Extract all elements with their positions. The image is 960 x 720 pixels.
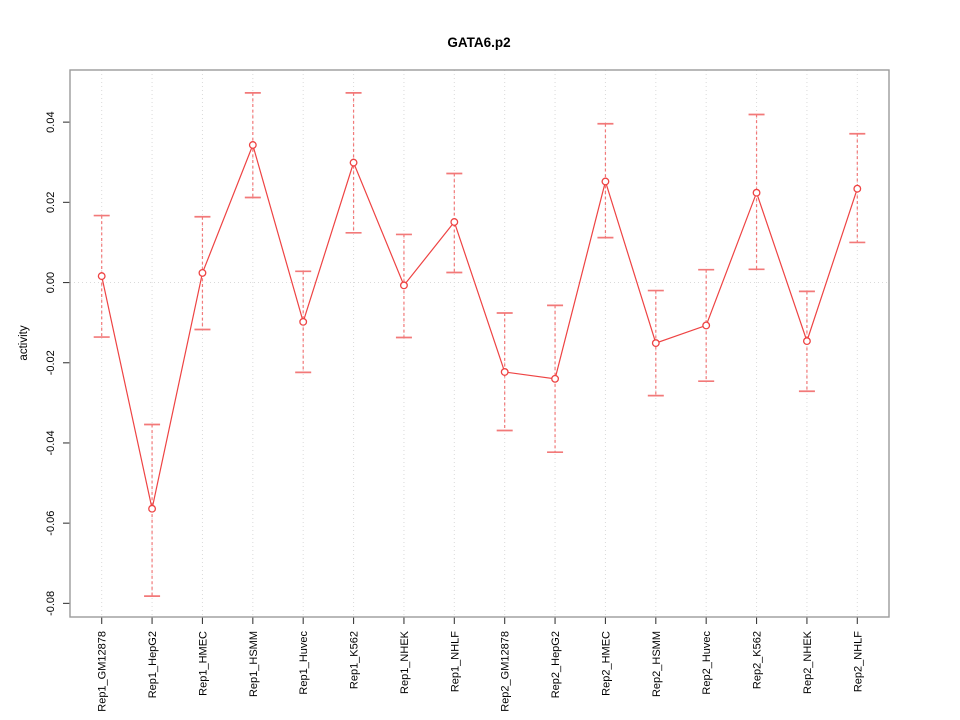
x-axis-tick-label: Rep2_Huvec	[701, 631, 713, 695]
data-point	[802, 337, 811, 346]
x-axis-tick-label: Rep1_NHEK	[399, 630, 411, 694]
x-axis-tick-label: Rep2_NHLF	[852, 631, 864, 692]
data-point	[97, 272, 106, 281]
y-axis-tick-label: 0.04	[45, 111, 57, 132]
y-axis-tick-label: -0.06	[45, 511, 57, 536]
data-point	[450, 218, 459, 226]
y-axis-tick-label: 0.02	[45, 192, 57, 213]
x-axis-tick-label: Rep2_NHEK	[802, 630, 814, 694]
x-axis-tick-label: Rep1_GM12878	[97, 631, 109, 712]
x-axis-tick-label: Rep1_HepG2	[147, 631, 159, 698]
data-point	[399, 281, 408, 290]
plot-frame	[69, 69, 890, 618]
data-point	[198, 268, 207, 277]
chart-generated-layer: -0.08 -0.06 -0.04 -0.02 0.00 0.02 0.04 Rep1_GM1…	[45, 69, 890, 712]
data-point	[299, 317, 308, 326]
x-axis-tick-label: Rep2_K562	[752, 631, 764, 689]
x-axis-tick-label: Rep2_HSMM	[651, 631, 663, 697]
data-point	[148, 504, 157, 513]
data-point	[752, 188, 761, 197]
data-point	[248, 141, 257, 149]
x-axis-tick-label: Rep1_HSMM	[248, 631, 260, 697]
data-point	[651, 339, 660, 348]
y-axis-tick-label: -0.04	[45, 430, 57, 455]
x-axis-tick-label: Rep1_NHLF	[449, 631, 461, 692]
x-axis-tick-label: Rep2_HepG2	[550, 631, 562, 698]
y-axis-tick-label: -0.02	[45, 350, 57, 375]
data-point	[601, 177, 610, 186]
series-line	[101, 143, 858, 509]
data-point	[349, 158, 358, 167]
chart-title: GATA6.p2	[447, 35, 510, 50]
y-axis-tick-label: 0.00	[45, 272, 57, 293]
data-point	[551, 374, 560, 383]
data-point	[853, 184, 862, 193]
data-point	[500, 368, 509, 376]
x-axis-tick-label: Rep2_HMEC	[600, 631, 612, 696]
y-axis-tick-label: -0.08	[45, 591, 57, 616]
x-axis-tick-label: Rep1_K562	[349, 631, 361, 689]
x-axis-tick-label: Rep1_Huvec	[298, 631, 310, 695]
y-axis-title: activity	[18, 325, 30, 360]
data-point	[702, 321, 711, 330]
x-axis-tick-label: Rep1_HMEC	[197, 631, 209, 696]
x-axis-tick-label: Rep2_GM12878	[500, 631, 512, 712]
